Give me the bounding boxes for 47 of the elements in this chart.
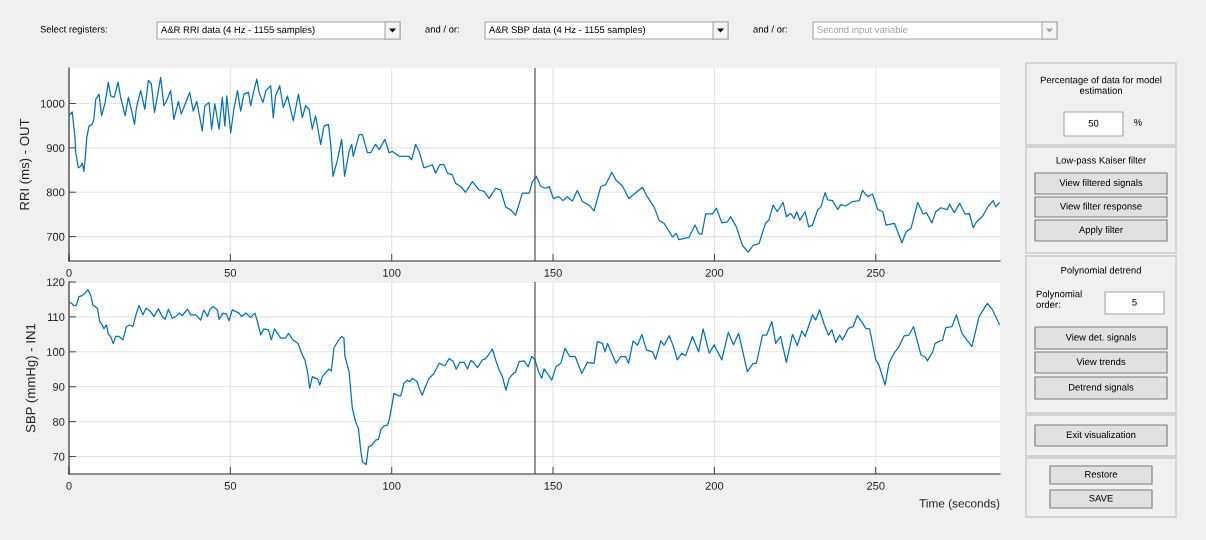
x-tick-label: 50 (224, 481, 237, 490)
text: Percentage of data for model estimation (1040, 76, 1162, 94)
x-tick-label: 250 (867, 268, 885, 277)
x-tick-label: 200 (705, 268, 724, 277)
text: Apply filter (1078, 226, 1123, 235)
text: 50 (1088, 119, 1099, 127)
y-tick-label: 80 (52, 417, 65, 426)
text: View filter response (1059, 202, 1142, 212)
x-tick-label: 0 (66, 268, 72, 277)
text: Select registers: (40, 25, 107, 35)
text: View filtered signals (1059, 179, 1143, 188)
x-tick-label: 100 (383, 268, 401, 277)
x-tick-label: 150 (544, 268, 562, 277)
text: Exit visualization (1066, 431, 1136, 439)
text: and / or: (753, 25, 787, 33)
text: Second input variable (817, 26, 908, 35)
x-tick-label: 150 (544, 481, 562, 490)
y-axis-title: RRI (ms) - OUT (19, 118, 32, 210)
x-axis-title: Time (seconds) (919, 498, 1000, 510)
y-tick-label: 100 (47, 348, 65, 356)
y-tick-label: 70 (53, 452, 65, 461)
y-tick-label: 800 (46, 188, 65, 197)
text: Restore (1085, 470, 1118, 478)
y-tick-label: 120 (47, 278, 65, 287)
text: Polynomial detrend (1061, 266, 1141, 276)
text: SAVE (1089, 494, 1113, 502)
text: A&R SBP data (4 Hz - 1155 samples) (489, 26, 646, 35)
y-tick-label: 900 (46, 144, 65, 152)
x-tick-label: 50 (224, 268, 237, 277)
x-tick-label: 0 (66, 481, 72, 490)
y-tick-label: 700 (46, 232, 65, 241)
y-tick-label: 90 (53, 382, 65, 391)
text: Polynomial order: (1036, 290, 1082, 308)
text: 5 (1132, 298, 1137, 306)
y-axis-title: SBP (mmHg) - IN1 (25, 323, 38, 433)
y-tick-label: 1000 (40, 99, 65, 108)
text: % (1134, 118, 1142, 126)
x-tick-label: 100 (383, 481, 401, 490)
text: View det. signals (1065, 333, 1137, 343)
y-tick-label: 110 (47, 313, 65, 322)
x-tick-label: 250 (867, 481, 885, 490)
x-tick-label: 200 (705, 481, 724, 490)
text: A&R RRI data (4 Hz - 1155 samples) (161, 26, 315, 35)
text: Detrend signals (1068, 383, 1134, 393)
text: View trends (1076, 358, 1126, 366)
text: and / or: (425, 25, 459, 33)
text: Low-pass Kaiser filter (1056, 156, 1146, 166)
